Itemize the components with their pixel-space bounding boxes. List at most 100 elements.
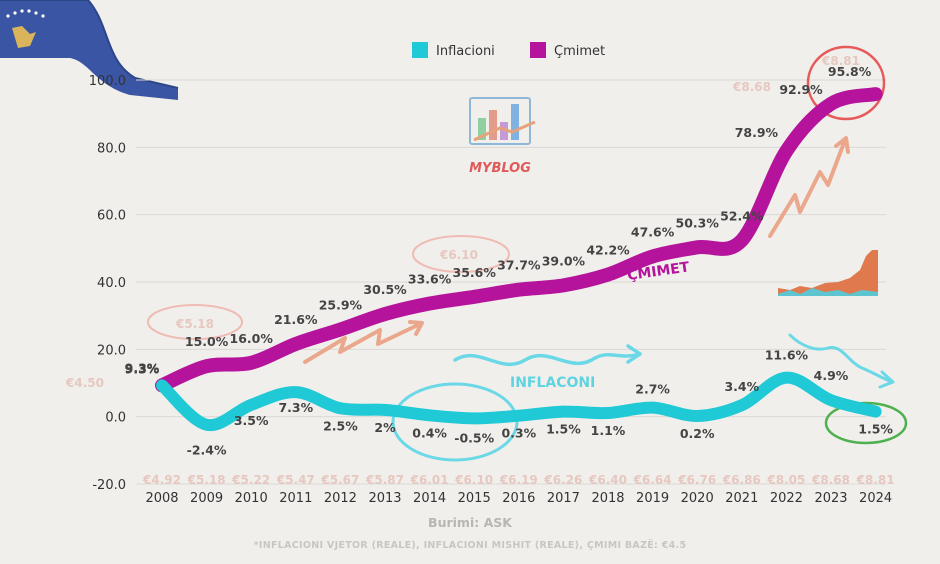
- data-labels-cmimet: 9.3%15.0% 16.0%21.6%25.9%30.5%33.6% 35.6% 3…: [125, 64, 872, 375]
- price-label: €5.87: [365, 473, 404, 487]
- myblog-logo: MYBLOG: [469, 97, 536, 176]
- x-tick-label: 2015: [458, 491, 491, 506]
- x-tick-label: 2019: [636, 491, 669, 506]
- price-label: €5.67: [320, 473, 359, 487]
- y-tick-label: 20.0: [97, 343, 126, 358]
- price-label: €8.81: [856, 473, 895, 487]
- y-tick-label: 60.0: [97, 209, 126, 224]
- data-label-cmimet: 25.9%: [319, 297, 363, 312]
- data-label-cmimet: 95.8%: [828, 64, 872, 79]
- highlight-circle-icon: [147, 304, 243, 340]
- series-line-cmimet: [155, 87, 883, 393]
- price-label: €6.01: [410, 473, 449, 487]
- data-label-cmimet: 9.3%: [125, 360, 160, 375]
- x-tick-label: 2011: [279, 491, 312, 506]
- base-price-annotation: €4.50: [65, 376, 104, 390]
- x-tick-label: 2009: [190, 491, 223, 506]
- highlight-circle-icon: [806, 45, 886, 121]
- data-label-cmimet: 37.7%: [497, 258, 541, 273]
- data-label-cmimet: 47.6%: [631, 224, 675, 239]
- data-label-inflacioni: 11.6%: [765, 348, 809, 363]
- y-tick-label: 80.0: [97, 141, 126, 156]
- data-label-cmimet: 50.3%: [676, 215, 720, 230]
- price-label: €6.10: [454, 473, 493, 487]
- price-annotation-2009: €5.18: [175, 317, 214, 331]
- data-label-inflacioni: 2%: [374, 420, 396, 435]
- y-tick-label: -20.0: [92, 478, 126, 493]
- highlight-circle-icon: [412, 235, 510, 273]
- data-label-cmimet: 39.0%: [542, 253, 586, 268]
- logo-text: MYBLOG: [469, 161, 531, 176]
- data-label-inflacioni: 1.1%: [591, 423, 626, 438]
- series-line-inflacioni: [156, 371, 882, 432]
- decorative-doodles: [147, 45, 908, 462]
- data-label-cmimet: 78.9%: [735, 125, 779, 140]
- legend-label-inflacioni: Inflacioni: [436, 44, 495, 59]
- data-label-cmimet: 42.2%: [586, 243, 630, 258]
- y-axis-ticks: 100.0 80.0 60.0 40.0 20.0 0.0 -20.0: [89, 74, 126, 493]
- price-label: €6.26: [543, 473, 582, 487]
- footnote-text: *INFLACIONI VJETOR (REALE), INFLACIONI M…: [254, 540, 687, 551]
- data-label-inflacioni: 2.5%: [323, 418, 358, 433]
- kosovo-flag-ribbon: [0, 0, 179, 100]
- series-label-inflacioni: INFLACONI: [510, 375, 595, 391]
- trend-arrow-icon: [303, 322, 422, 364]
- data-label-inflacioni: 9.3%: [125, 361, 160, 376]
- data-label-cmimet: 92.9%: [779, 82, 823, 97]
- mini-area-chart-icon: [778, 250, 878, 296]
- price-row: €4.92 €5.18 €5.22 €5.47 €5.67 €5.87 €6.01 €6.10…: [142, 473, 895, 487]
- x-tick-label: 2017: [547, 491, 580, 506]
- y-tick-label: 100.0: [89, 74, 126, 89]
- price-label: €6.86: [722, 473, 761, 487]
- x-tick-label: 2008: [145, 491, 178, 506]
- price-label: €8.05: [766, 473, 805, 487]
- trend-arrow-icon: [768, 138, 847, 238]
- data-label-inflacioni: 1.5%: [546, 422, 581, 437]
- price-label: €6.19: [499, 473, 538, 487]
- data-label-inflacioni: 3.4%: [724, 379, 759, 394]
- x-axis-ticks: 2008 2009 2010 2011 2012 2013 2014 2015 2016 2017…: [145, 491, 892, 506]
- gridlines: [136, 79, 886, 485]
- data-label-cmimet: 33.6%: [408, 272, 452, 287]
- price-annotation-2015: €6.10: [439, 248, 478, 262]
- x-tick-label: 2020: [681, 491, 714, 506]
- x-tick-label: 2021: [725, 491, 758, 506]
- wave-arrow-icon: [453, 352, 642, 367]
- price-label: €4.92: [142, 473, 181, 487]
- legend-swatch-inflacioni: [412, 42, 428, 58]
- price-label: €6.40: [588, 473, 627, 487]
- data-label-cmimet: 35.6%: [453, 265, 497, 280]
- data-label-inflacioni: 4.9%: [814, 368, 849, 383]
- price-label: €6.64: [633, 473, 672, 487]
- source-text: Burimi: ASK: [428, 515, 513, 530]
- data-label-inflacioni: 2.7%: [635, 382, 670, 397]
- legend-label-cmimet: Çmimet: [554, 44, 605, 59]
- x-tick-label: 2012: [324, 491, 357, 506]
- data-label-cmimet: 52.4%: [720, 208, 764, 223]
- price-label: €6.76: [677, 473, 716, 487]
- x-tick-label: 2014: [413, 491, 446, 506]
- data-label-cmimet: 30.5%: [363, 282, 407, 297]
- price-label: €5.22: [231, 473, 270, 487]
- x-tick-label: 2018: [591, 491, 624, 506]
- data-label-inflacioni: -0.5%: [454, 430, 494, 445]
- data-label-cmimet: 16.0%: [230, 331, 274, 346]
- x-tick-label: 2016: [502, 491, 535, 506]
- price-annotation-2024: €8.81: [821, 54, 860, 68]
- logo-frame-icon: [469, 97, 531, 145]
- highlight-circle-icon: [824, 401, 908, 445]
- data-labels-inflacioni: 9.3% -2.4% 3.5% 7.3% 2.5% 2% 0.4% -0.5% 0.3% 1.5%…: [125, 348, 894, 458]
- legend: Inflacioni Çmimet: [412, 42, 605, 59]
- y-tick-label: 40.0: [97, 276, 126, 291]
- y-tick-label: 0.0: [105, 411, 126, 426]
- data-label-inflacioni: 0.4%: [412, 425, 447, 440]
- data-label-inflacioni: 1.5%: [858, 422, 893, 437]
- highlight-circle-icon: [391, 382, 519, 462]
- data-label-inflacioni: 0.3%: [501, 426, 536, 441]
- legend-swatch-cmimet: [530, 42, 546, 58]
- data-label-inflacioni: 0.2%: [680, 426, 715, 441]
- price-label: €5.18: [187, 473, 226, 487]
- data-label-inflacioni: 7.3%: [278, 400, 313, 415]
